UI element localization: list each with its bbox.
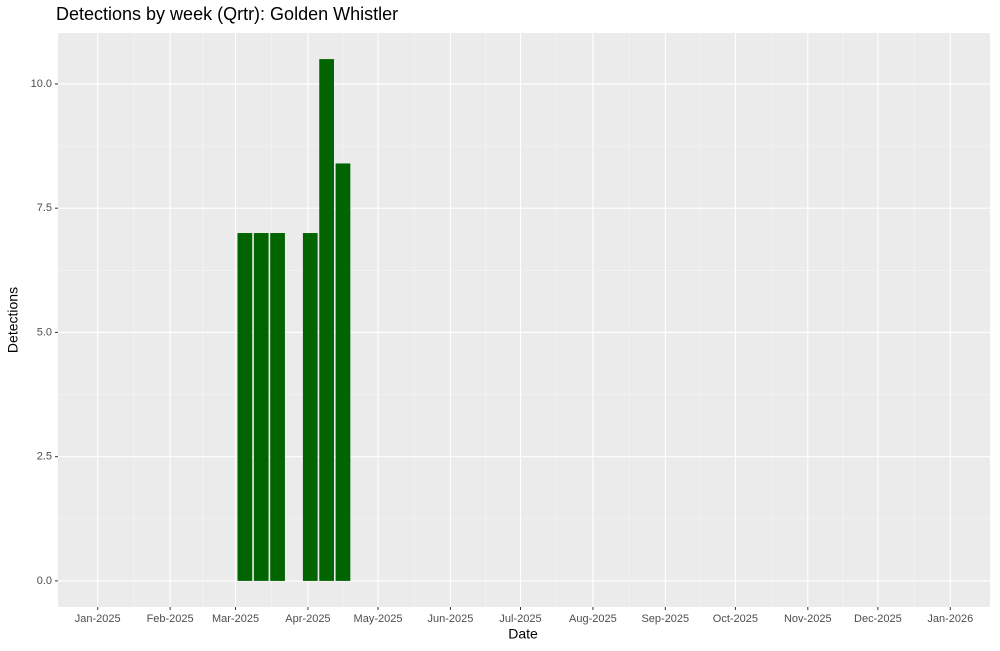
- bar: [253, 233, 269, 581]
- x-tick-label: Oct-2025: [713, 613, 758, 625]
- x-tick-label: Nov-2025: [784, 613, 832, 625]
- y-tick-label: 0.0: [37, 575, 52, 587]
- chart-title: Detections by week (Qrtr): Golden Whistl…: [56, 4, 398, 24]
- y-axis-title: Detections: [5, 287, 21, 353]
- bar: [319, 59, 334, 581]
- y-tick-label: 10.0: [31, 78, 52, 90]
- x-tick-label: Jul-2025: [499, 613, 541, 625]
- plot-panel: [58, 33, 990, 607]
- y-tick-label: 7.5: [37, 202, 52, 214]
- x-tick-label: Jun-2025: [427, 613, 473, 625]
- x-tick-label: Jan-2026: [927, 613, 973, 625]
- x-tick-label: Apr-2025: [285, 613, 330, 625]
- y-tick-label: 5.0: [37, 326, 52, 338]
- x-tick-label: Jan-2025: [75, 613, 121, 625]
- x-tick-label: Feb-2025: [147, 613, 194, 625]
- x-tick-label: Mar-2025: [212, 613, 259, 625]
- bar: [302, 233, 318, 581]
- x-tick-label: Aug-2025: [569, 613, 617, 625]
- x-tick-label: Dec-2025: [854, 613, 902, 625]
- x-tick-label: Sep-2025: [641, 613, 689, 625]
- bar: [237, 233, 253, 581]
- x-axis-title: Date: [508, 626, 538, 642]
- bar: [335, 163, 351, 581]
- bar: [270, 233, 285, 581]
- y-tick-label: 2.5: [37, 451, 52, 463]
- x-tick-label: May-2025: [354, 613, 403, 625]
- minor-grid: [58, 33, 990, 607]
